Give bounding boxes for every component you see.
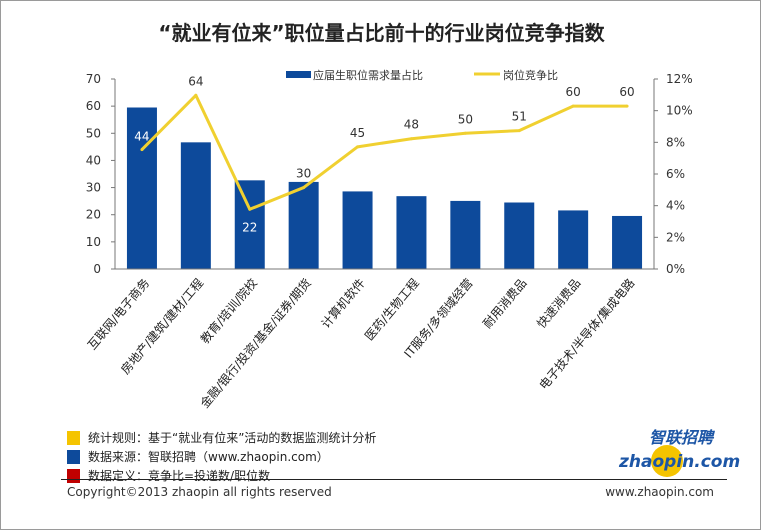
line-data-label: 64 <box>188 74 203 88</box>
bar <box>288 181 319 269</box>
left-tick-label: 0 <box>93 262 101 276</box>
legend-swatch-bar <box>286 71 311 78</box>
site-url: www.zhaopin.com <box>605 485 714 499</box>
right-tick-label: 12% <box>666 72 693 86</box>
line-point <box>409 137 413 141</box>
note-swatch <box>67 449 80 464</box>
copyright: Copyright©2013 zhaopin all rights reserv… <box>67 485 332 499</box>
bar <box>126 107 157 269</box>
logo-en: zhaopin.com <box>619 452 741 472</box>
category-label: 教育/培训/院校 <box>197 275 260 346</box>
chart-svg: 0 10 20 30 40 50 60 70 0% 2% 4% 6% 8% 10% 12% 44 64 22 30 4… <box>84 68 693 411</box>
bar <box>558 210 589 269</box>
line-data-label: 60 <box>619 85 634 99</box>
left-tick-label: 60 <box>86 99 101 113</box>
line-point <box>463 131 467 135</box>
left-tick-label: 30 <box>86 181 101 195</box>
line-data-label: 44 <box>134 130 149 144</box>
note-text: 数据来源：智联招聘（www.zhaopin.com） <box>88 450 329 464</box>
bar <box>450 200 481 269</box>
category-label: 计算机软件 <box>318 275 368 331</box>
left-tick-label: 50 <box>86 126 101 140</box>
category-label: 金融/银行/投资/基金/证券/期货 <box>197 275 314 410</box>
category-label: 耐用消费品 <box>480 276 529 331</box>
logo-cn: 智联招聘 <box>649 428 714 447</box>
right-tick-label: 4% <box>666 199 685 213</box>
line-point <box>248 207 252 211</box>
right-tick-label: 2% <box>666 230 685 244</box>
line-point <box>517 129 521 133</box>
note-definition: 数据定义：竞争比=投递数/职位数 <box>67 467 376 484</box>
bar <box>234 180 265 269</box>
line-data-label: 51 <box>512 110 527 124</box>
line-point <box>302 186 306 190</box>
line-data-label: 50 <box>458 112 473 126</box>
category-label: 快速消费品 <box>534 276 583 331</box>
right-tick-label: 10% <box>666 104 693 118</box>
category-label: 医药/生物工程 <box>361 275 421 343</box>
bar <box>180 142 211 269</box>
notes: 统计规则：基于“就业有位来”活动的数据监测统计分析 数据来源：智联招聘（www.… <box>67 429 376 486</box>
line-point <box>194 93 198 97</box>
note-source: 数据来源：智联招聘（www.zhaopin.com） <box>67 448 376 465</box>
line-data-label: 45 <box>350 126 365 140</box>
line-point <box>625 104 629 108</box>
left-tick-label: 20 <box>86 208 101 222</box>
line-data-label: 48 <box>404 118 419 132</box>
note-text: 统计规则：基于“就业有位来”活动的数据监测统计分析 <box>88 431 377 445</box>
note-swatch <box>67 430 80 445</box>
chart-title: “就业有位来”职位量占比前十的行业岗位竞争指数 <box>158 21 605 45</box>
right-tick-label: 6% <box>666 167 685 181</box>
zhaopin-logo: 智联招聘 zhaopin.com <box>601 428 740 477</box>
note-rule: 统计规则：基于“就业有位来”活动的数据监测统计分析 <box>67 429 376 446</box>
line-point <box>140 148 144 152</box>
left-tick-label: 70 <box>86 72 101 86</box>
line-point <box>571 104 575 108</box>
line-data-label: 30 <box>296 167 311 181</box>
note-swatch <box>67 468 80 483</box>
line-data-label: 60 <box>566 85 581 99</box>
right-tick-label: 0% <box>666 262 685 276</box>
footer-divider <box>61 479 727 480</box>
note-text: 数据定义：竞争比=投递数/职位数 <box>88 469 271 483</box>
competition-line <box>140 93 628 211</box>
left-tick-label: 40 <box>86 153 101 167</box>
bar <box>342 191 373 269</box>
bar <box>396 196 427 269</box>
category-label: 电子技术/半导体/集成电路 <box>536 275 638 392</box>
logo-dot <box>651 445 683 477</box>
legend-label-line: 岗位竞争比 <box>503 68 558 82</box>
left-tick-label: 10 <box>86 235 101 249</box>
legend-label-bar: 应届生职位需求量占比 <box>313 68 423 82</box>
line-point <box>356 145 360 149</box>
bar <box>612 215 643 269</box>
bar <box>504 202 535 269</box>
line-data-label: 22 <box>242 220 257 234</box>
right-tick-label: 8% <box>666 135 685 149</box>
